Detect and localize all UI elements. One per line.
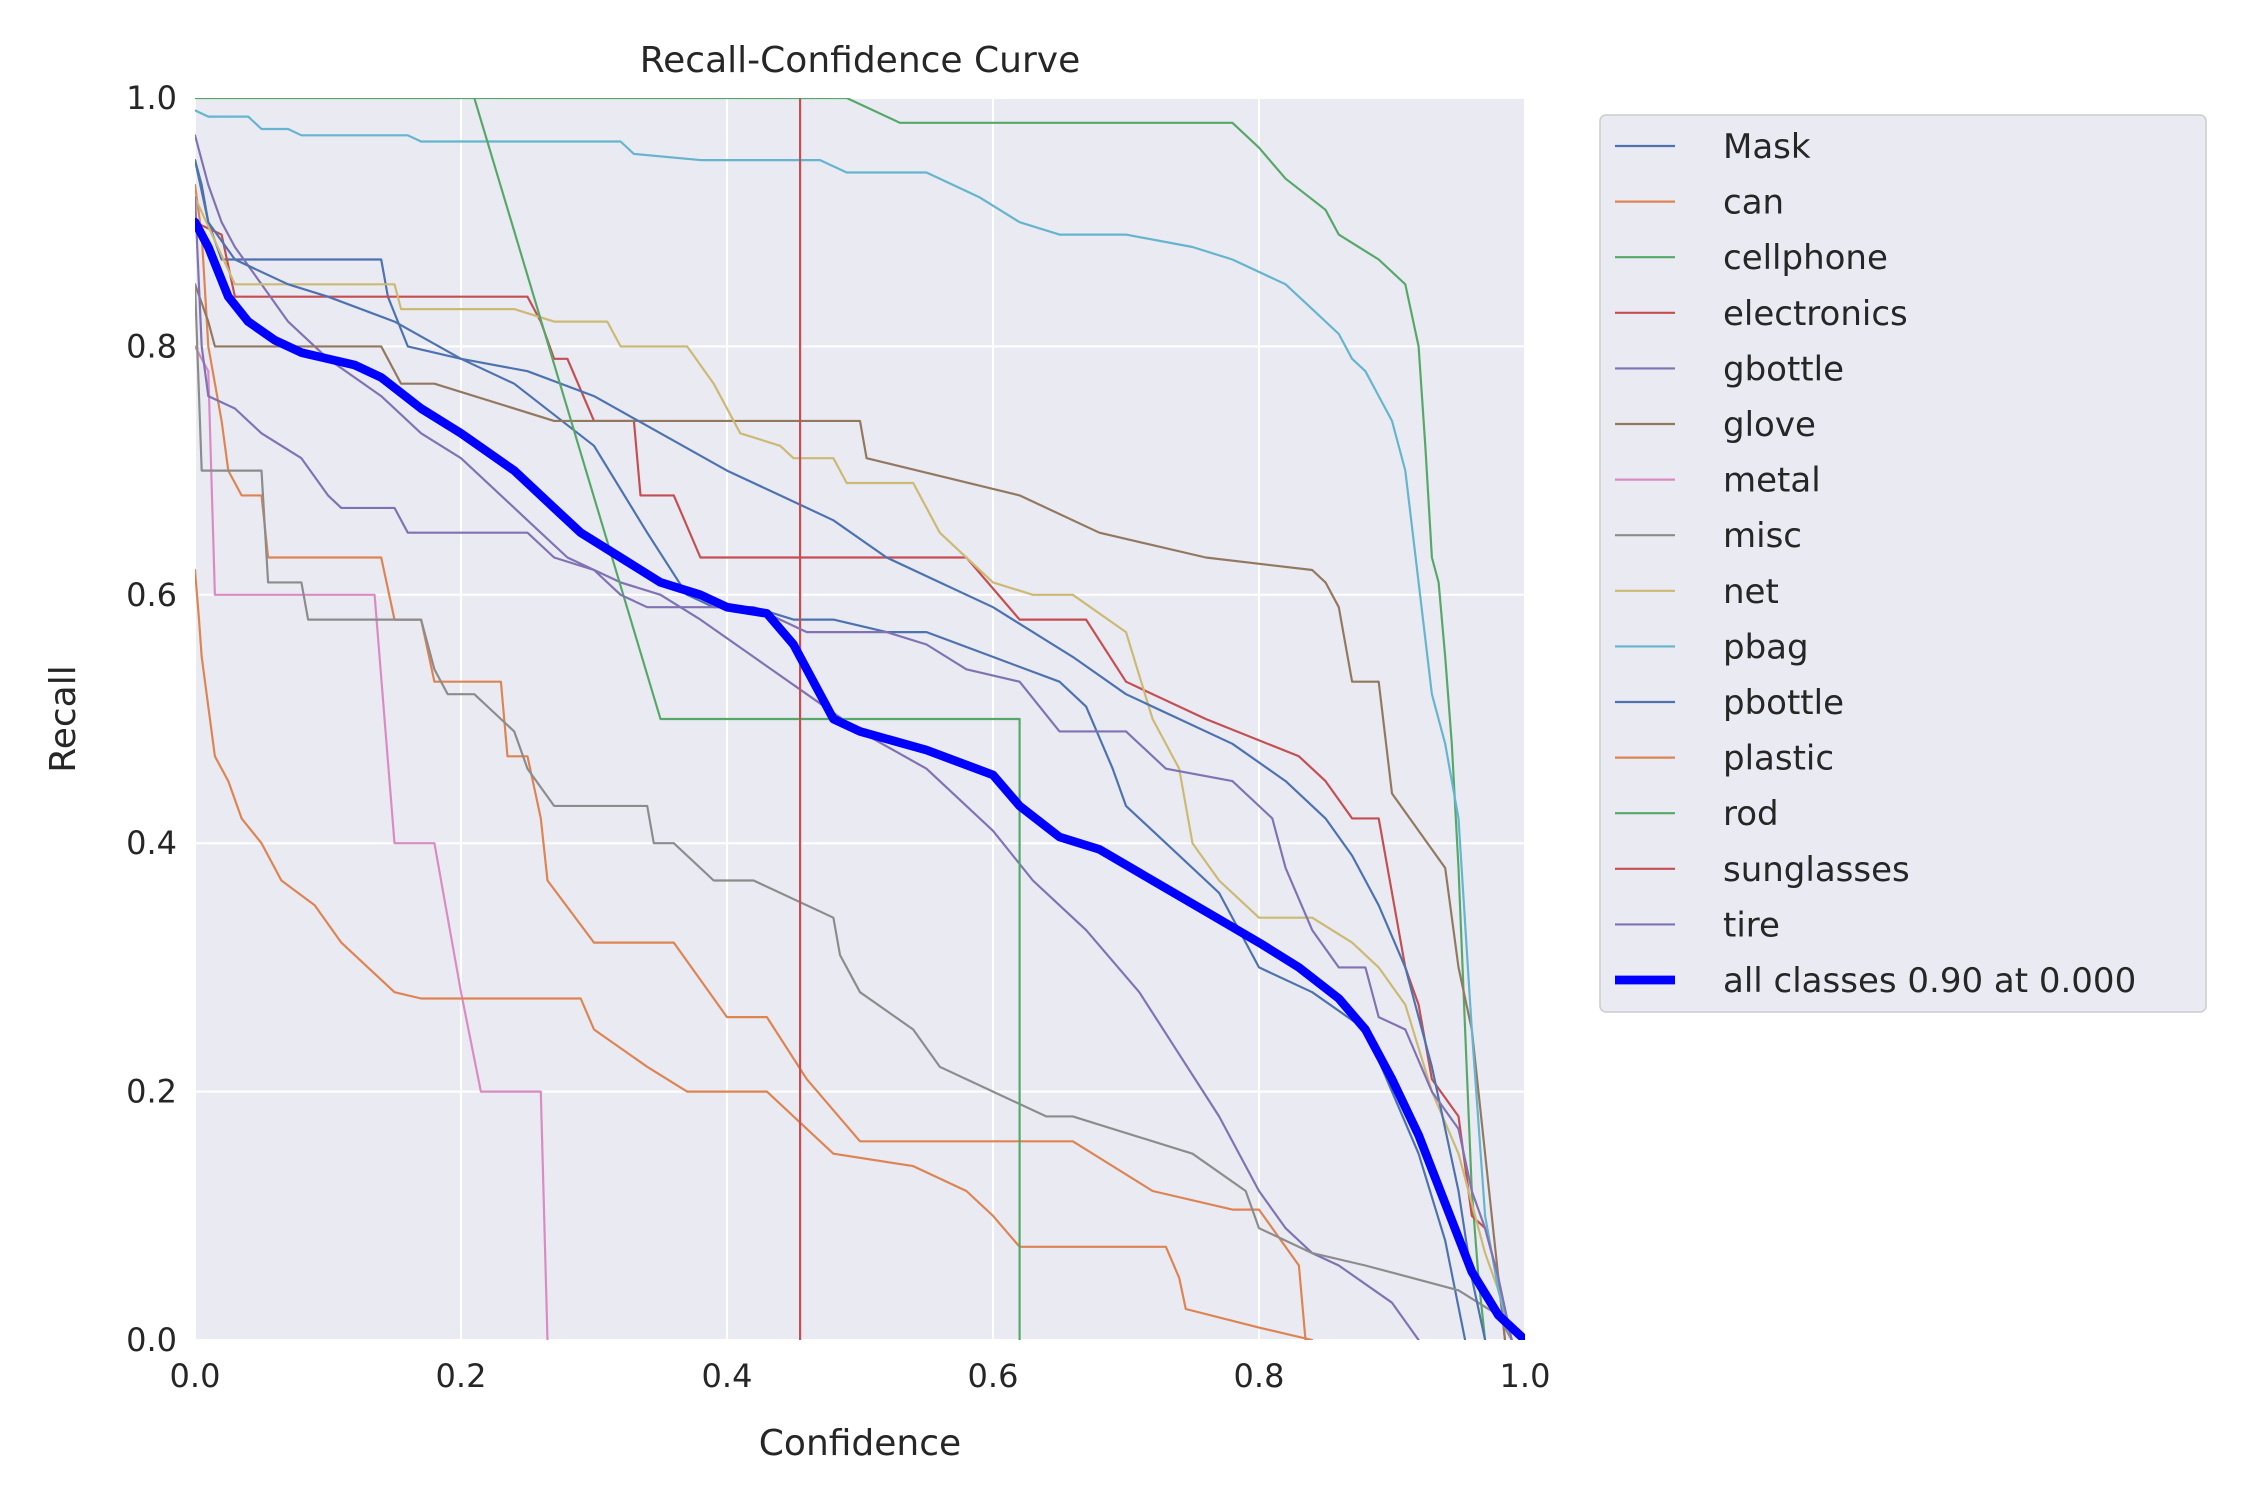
- legend-label-gbottle: gbottle: [1723, 349, 1844, 389]
- series-line-pbottle: [195, 159, 1487, 1340]
- x-tick-label: 0.4: [702, 1357, 753, 1395]
- axis-ticks: 0.0 0.2 0.4 0.6 0.8 1.0 0.0 0.2 0.4 0.6 0.8 1.0: [126, 79, 1550, 1395]
- legend-label-tire: tire: [1723, 905, 1780, 945]
- legend-label-pbag: pbag: [1723, 627, 1809, 667]
- legend-label-metal: metal: [1723, 461, 1821, 501]
- x-tick-label: 0.6: [968, 1357, 1019, 1395]
- x-tick-label: 0.8: [1234, 1357, 1285, 1395]
- series-line-cellphone: [195, 98, 1487, 1340]
- legend-label-glove: glove: [1723, 405, 1816, 445]
- x-axis-label: Confidence: [759, 1423, 961, 1464]
- y-tick-label: 1.0: [126, 79, 177, 117]
- legend-label-sunglasses: sunglasses: [1723, 850, 1910, 890]
- legend-label-mask: Mask: [1723, 127, 1811, 167]
- legend-label-can: can: [1723, 183, 1784, 223]
- legend-label-misc: misc: [1723, 516, 1802, 556]
- series-lines: [195, 98, 1525, 1340]
- series-line-gbottle: [195, 134, 1420, 1340]
- series-line-can: [195, 183, 1307, 1340]
- y-tick-label: 0.6: [126, 576, 177, 614]
- chart-title: Recall-Confidence Curve: [640, 40, 1080, 81]
- legend-label-all-classes-0-90-at-0-000: all classes 0.90 at 0.000: [1723, 961, 2136, 1001]
- legend-label-plastic: plastic: [1723, 739, 1834, 779]
- series-line-tire: [195, 196, 1513, 1340]
- legend-label-electronics: electronics: [1723, 294, 1908, 334]
- y-axis-label: Recall: [43, 665, 84, 772]
- legend: Mask can cellphone electronics gbottle glove m…: [1599, 114, 2207, 1013]
- x-tick-label: 0.0: [170, 1357, 221, 1395]
- series-line-all-classes-0-90-at-0-000: [195, 217, 1525, 1340]
- x-tick-label: 1.0: [1500, 1357, 1551, 1395]
- y-tick-label: 0.2: [126, 1073, 177, 1111]
- legend-label-cellphone: cellphone: [1723, 238, 1888, 278]
- legend-label-pbottle: pbottle: [1723, 683, 1844, 723]
- series-line-pbag: [195, 109, 1513, 1340]
- series-line-net: [195, 196, 1513, 1340]
- series-line-misc: [195, 283, 1513, 1340]
- series-line-plastic: [195, 568, 1314, 1340]
- x-tick-label: 0.2: [436, 1357, 487, 1395]
- series-line-mask: [195, 159, 1467, 1340]
- series-line-glove: [195, 283, 1507, 1340]
- legend-frame: [1599, 114, 2207, 1013]
- legend-label-rod: rod: [1723, 794, 1779, 834]
- y-tick-label: 0.8: [126, 327, 177, 365]
- series-line-metal: [195, 345, 549, 1340]
- y-tick-label: 0.4: [126, 824, 177, 862]
- legend-label-net: net: [1723, 572, 1779, 612]
- y-tick-label: 0.0: [126, 1321, 177, 1359]
